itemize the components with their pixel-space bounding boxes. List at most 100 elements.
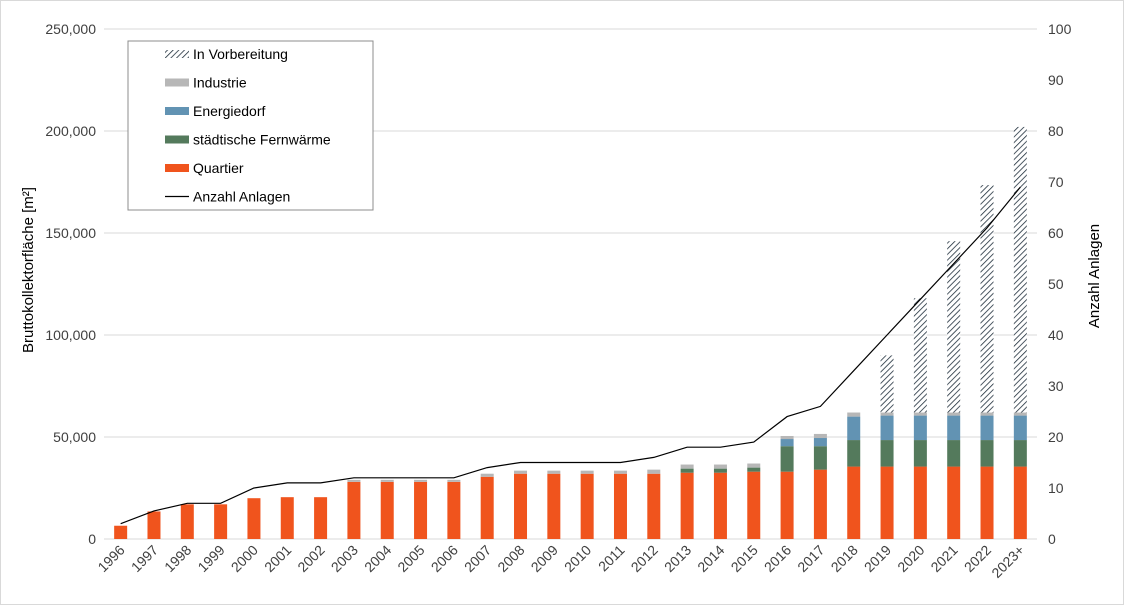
x-tick-label: 2002 bbox=[294, 542, 327, 575]
y2-tick-label: 100 bbox=[1048, 21, 1072, 37]
bar-segment bbox=[780, 439, 794, 447]
bar-segment bbox=[547, 470, 561, 474]
y-tick-label: 100,000 bbox=[45, 327, 96, 343]
y2-tick-label: 30 bbox=[1048, 378, 1064, 394]
bar-segment bbox=[180, 504, 194, 539]
bar-segment bbox=[347, 481, 361, 539]
bar-segment bbox=[880, 412, 894, 416]
x-tick-label: 2003 bbox=[328, 542, 361, 575]
legend-label: städtische Fernwärme bbox=[193, 132, 331, 148]
legend-label: Anzahl Anlagen bbox=[193, 189, 290, 205]
x-tick-label: 2018 bbox=[828, 542, 861, 575]
x-tick-label: 2023+ bbox=[988, 542, 1027, 581]
bar-segment bbox=[947, 440, 961, 467]
x-tick-label: 2010 bbox=[561, 542, 594, 575]
x-tick-label: 1996 bbox=[94, 542, 127, 575]
bar-segment bbox=[480, 473, 494, 477]
y2-tick-label: 80 bbox=[1048, 123, 1064, 139]
y2-axis-title: Anzahl Anlagen bbox=[1086, 224, 1103, 328]
y2-tick-label: 0 bbox=[1048, 531, 1056, 547]
x-tick-label: 2014 bbox=[694, 542, 727, 575]
x-tick-label: 1998 bbox=[161, 542, 194, 575]
bar-segment bbox=[980, 440, 994, 467]
x-tick-label: 2008 bbox=[494, 542, 527, 575]
bar-segment bbox=[813, 446, 827, 470]
bar-segment bbox=[880, 466, 894, 539]
x-tick-label: 2017 bbox=[794, 542, 827, 575]
bar-segment bbox=[680, 468, 694, 473]
bar-segment bbox=[780, 471, 794, 539]
bar-segment bbox=[480, 476, 494, 539]
legend-swatch bbox=[165, 50, 189, 58]
bar-segment bbox=[747, 463, 761, 468]
y2-tick-label: 20 bbox=[1048, 429, 1064, 445]
bar-segment bbox=[1013, 412, 1027, 416]
bar-segment bbox=[514, 470, 528, 474]
bar-segment bbox=[747, 471, 761, 539]
bar-segment bbox=[1013, 440, 1027, 467]
bar-segment bbox=[847, 466, 861, 539]
bar-segment bbox=[1013, 126, 1027, 413]
bar-segment bbox=[613, 473, 627, 539]
bar-segment bbox=[980, 415, 994, 441]
bar-segment bbox=[547, 473, 561, 539]
bar-segment bbox=[847, 416, 861, 441]
bar-segment bbox=[847, 412, 861, 417]
y2-tick-label: 40 bbox=[1048, 327, 1064, 343]
x-tick-label: 2000 bbox=[228, 542, 261, 575]
x-tick-label: 2011 bbox=[595, 542, 628, 575]
bar-segment bbox=[380, 481, 394, 539]
bar-segment bbox=[813, 438, 827, 447]
x-tick-label: 2020 bbox=[894, 542, 927, 575]
y-tick-label: 0 bbox=[88, 531, 96, 547]
x-tick-label: 2009 bbox=[528, 542, 561, 575]
bar-segment bbox=[913, 440, 927, 467]
bar-segment bbox=[447, 479, 461, 482]
legend: In Vorbereitung Industrie Energiedorf städt… bbox=[127, 40, 374, 211]
bar-segment bbox=[713, 468, 727, 473]
bar-segment bbox=[247, 498, 261, 539]
bar-segment bbox=[414, 481, 428, 539]
y2-tick-label: 70 bbox=[1048, 174, 1064, 190]
bar-segment bbox=[314, 497, 328, 539]
legend-label: In Vorbereitung bbox=[193, 46, 288, 62]
bar-segment bbox=[1013, 415, 1027, 441]
bar-segment bbox=[913, 298, 927, 413]
bar-segment bbox=[880, 440, 894, 467]
x-tick-label: 2006 bbox=[428, 542, 461, 575]
x-tick-label: 2016 bbox=[761, 542, 794, 575]
y2-tick-label: 90 bbox=[1048, 72, 1064, 88]
legend-label: Quartier bbox=[193, 160, 244, 176]
x-tick-label: 1999 bbox=[194, 542, 227, 575]
bar-segment bbox=[613, 470, 627, 474]
bar-segment bbox=[747, 467, 761, 472]
bar-segment bbox=[647, 469, 661, 474]
y2-tick-label: 50 bbox=[1048, 276, 1064, 292]
bar-segment bbox=[813, 469, 827, 539]
legend-swatch bbox=[165, 164, 189, 172]
bar-segment bbox=[147, 511, 161, 539]
bar-segment bbox=[647, 473, 661, 539]
bar-segment bbox=[913, 415, 927, 441]
bar-segment bbox=[1013, 466, 1027, 539]
x-tick-label: 2015 bbox=[728, 542, 761, 575]
bar-segment bbox=[813, 433, 827, 439]
bar-segment bbox=[913, 412, 927, 416]
bar-segment bbox=[847, 440, 861, 467]
anzahl-anlagen-line-group bbox=[120, 186, 1021, 525]
y2-tick-label: 10 bbox=[1048, 480, 1064, 496]
bar-segment bbox=[214, 504, 228, 539]
bar-segment bbox=[780, 446, 794, 472]
bar-segment bbox=[680, 472, 694, 539]
bar-segment bbox=[780, 435, 794, 440]
bars bbox=[114, 126, 1027, 539]
bar-segment bbox=[713, 472, 727, 539]
bar-segment bbox=[880, 355, 894, 413]
legend-label: Industrie bbox=[193, 75, 247, 91]
bar-segment bbox=[713, 464, 727, 469]
x-tick-label: 2005 bbox=[394, 542, 427, 575]
y-tick-label: 200,000 bbox=[45, 123, 96, 139]
bar-segment bbox=[347, 479, 361, 482]
y-axis-title: Bruttokollektorfläche [m²] bbox=[20, 187, 37, 353]
